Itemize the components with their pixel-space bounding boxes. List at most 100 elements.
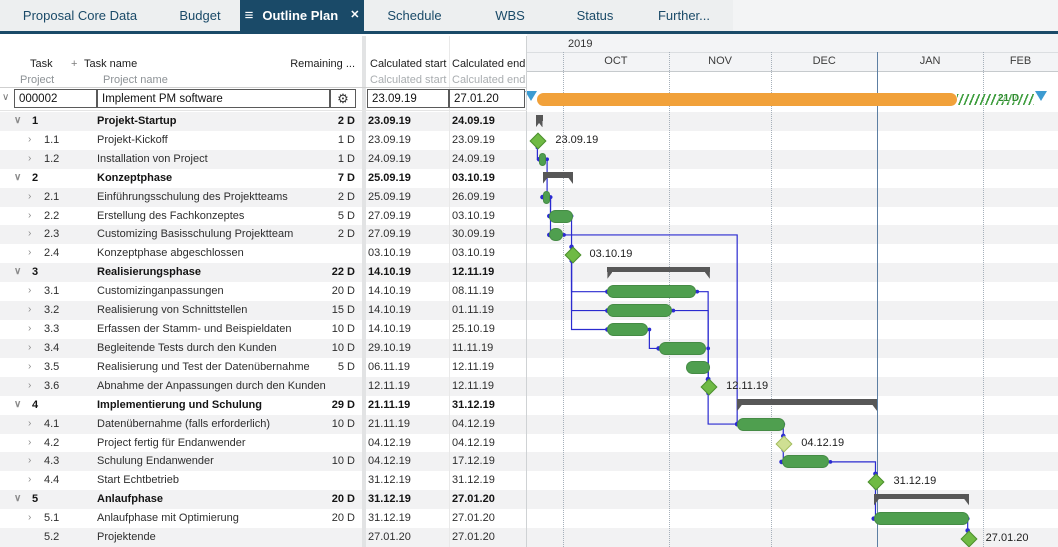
chevron-right-icon[interactable]: › [28, 341, 32, 353]
project-calc-end-input[interactable] [449, 89, 525, 108]
chevron-down-icon[interactable]: ∨ [14, 493, 22, 505]
gantt-summary-bracket[interactable] [873, 493, 970, 506]
chevron-right-icon[interactable]: › [28, 228, 32, 240]
col-header-calc-start[interactable]: Calculated start [370, 58, 447, 70]
gantt-task-bar[interactable] [737, 417, 785, 431]
project-name-input[interactable] [97, 89, 330, 108]
gantt-milestone-diamond[interactable] [700, 378, 718, 396]
task-row[interactable]: › 3.6 Abnahme der Anpassungen durch den Ku… [0, 377, 527, 396]
task-row[interactable]: › 2.1 Einführungsschulung des Projektteams… [0, 188, 527, 207]
gantt-task-bar[interactable] [607, 285, 697, 299]
col-header-task[interactable]: Task [30, 58, 53, 70]
gantt-task-bar[interactable] [781, 455, 830, 469]
task-row[interactable]: › 3.4 Begleitende Tests durch den Kunden 10… [0, 339, 527, 358]
chevron-down-icon[interactable]: ∨ [14, 115, 22, 126]
tab-outline-plan[interactable]: ≡ Outline Plan ✕ [240, 0, 364, 31]
col-header-remaining[interactable]: Remaining ... [290, 58, 355, 70]
task-remaining-duration: 10 D [331, 455, 355, 468]
task-row[interactable]: › 2.4 Konzeptphase abgeschlossen 03.10.19 03… [0, 244, 527, 263]
project-settings-button[interactable]: ⚙ [330, 89, 356, 108]
buffer-duration-label: 21 D [997, 93, 1020, 104]
tab-label: Status [576, 8, 614, 23]
gantt-task-bar[interactable] [542, 190, 550, 204]
chevron-right-icon[interactable]: › [28, 247, 32, 259]
menu-icon[interactable]: ≡ [244, 7, 254, 24]
task-row[interactable]: ∨ 2 Konzeptphase 7 D 25.09.19 03.10.19 [0, 169, 527, 188]
chevron-right-icon[interactable]: › [28, 152, 32, 164]
column-divider[interactable] [362, 36, 366, 547]
gantt-milestone-diamond[interactable] [775, 435, 793, 453]
chevron-right-icon[interactable]: › [28, 455, 32, 467]
chevron-right-icon[interactable]: › [28, 512, 32, 524]
close-icon[interactable]: ✕ [350, 9, 360, 21]
gantt-summary-bracket[interactable] [535, 115, 543, 128]
col-header-calc-end[interactable]: Calculated end [452, 58, 526, 70]
gantt-task-bar[interactable] [549, 209, 574, 223]
project-calc-start-input[interactable] [367, 89, 449, 108]
task-row[interactable]: 5.2 Projektende 27.01.20 27.01.20 [0, 528, 527, 547]
task-row[interactable]: ∨ 5 Anlaufphase 20 D 31.12.19 27.01.20 [0, 490, 527, 509]
task-row[interactable]: › 3.5 Realisierung und Test der Datenübern… [0, 358, 527, 377]
task-row[interactable]: › 5.1 Anlaufphase mit Optimierung 20 D 31.12… [0, 509, 527, 528]
project-expander-icon[interactable]: ∨ [2, 92, 10, 103]
chevron-down-icon[interactable]: ∨ [14, 171, 22, 183]
table-gantt-divider[interactable] [526, 36, 527, 547]
chevron-right-icon[interactable]: › [28, 304, 32, 316]
chevron-right-icon[interactable]: › [28, 436, 32, 448]
task-row[interactable]: › 4.1 Datenübernahme (falls erforderlich) 1… [0, 415, 527, 434]
project-summary-bar[interactable] [536, 92, 957, 106]
chevron-right-icon[interactable]: › [28, 360, 32, 372]
chevron-down-icon[interactable]: ∨ [14, 398, 22, 410]
gantt-milestone-diamond[interactable] [564, 246, 582, 264]
tab-proposal-core-data[interactable]: Proposal Core Data [0, 0, 160, 31]
task-calc-end: 27.01.20 [452, 531, 495, 544]
task-row[interactable]: › 2.2 Erstellung des Fachkonzeptes 5 D 27.09… [0, 207, 527, 226]
task-row[interactable]: ∨ 4 Implementierung und Schulung 29 D 21.11.… [0, 396, 527, 415]
project-id-input[interactable] [14, 89, 97, 108]
task-row[interactable]: › 3.3 Erfassen der Stamm- und Beispieldate… [0, 320, 527, 339]
add-column-button[interactable]: + [71, 58, 78, 70]
gantt-summary-bracket[interactable] [737, 399, 878, 412]
chevron-down-icon[interactable]: ∨ [14, 266, 22, 278]
task-row[interactable]: › 4.3 Schulung Endanwender 10 D 04.12.19 17.1… [0, 452, 527, 471]
chevron-right-icon[interactable]: › [28, 133, 32, 145]
chevron-right-icon[interactable]: › [28, 474, 32, 486]
gantt-milestone-diamond[interactable] [960, 530, 978, 547]
gantt-task-bar[interactable] [658, 341, 707, 355]
task-row[interactable]: › 1.2 Installation von Project 1 D 24.09.19 2… [0, 150, 527, 169]
task-row[interactable]: › 2.3 Customizing Basisschulung Projekttea… [0, 225, 527, 244]
task-row[interactable]: › 3.2 Realisierung von Schnittstellen 15 D 1… [0, 301, 527, 320]
gantt-task-bar[interactable] [873, 512, 970, 526]
gantt-summary-bracket[interactable] [542, 172, 574, 185]
task-remaining-duration: 22 D [331, 266, 355, 279]
gantt-milestone-diamond[interactable] [529, 132, 547, 150]
chevron-right-icon[interactable]: › [28, 323, 32, 335]
tab-schedule[interactable]: Schedule [364, 0, 465, 31]
task-row[interactable]: › 4.4 Start Echtbetrieb 31.12.19 31.12.19 [0, 471, 527, 490]
gantt-task-bar[interactable] [685, 360, 710, 374]
tab-further[interactable]: Further... [635, 0, 733, 31]
tab-budget[interactable]: Budget [160, 0, 240, 31]
task-row[interactable]: › 4.2 Project fertig für Endanwender 04.12.… [0, 434, 527, 453]
task-id: 2.3 [44, 228, 60, 241]
gantt-task-bar[interactable] [549, 228, 563, 242]
chevron-right-icon[interactable]: › [28, 190, 32, 202]
tab-status[interactable]: Status [555, 0, 635, 31]
project-start-marker[interactable] [524, 91, 537, 101]
task-row[interactable]: › 1.1 Projekt-Kickoff 1 D 23.09.19 23.09.19 [0, 131, 527, 150]
chevron-right-icon[interactable]: › [28, 209, 32, 221]
chevron-right-icon[interactable]: › [28, 285, 32, 297]
col-header-task-name[interactable]: Task name [84, 58, 138, 70]
gantt-task-bar[interactable] [607, 304, 673, 318]
gantt-summary-bracket[interactable] [607, 266, 710, 279]
chevron-right-icon[interactable]: › [28, 379, 32, 391]
task-row[interactable]: ∨ 1 Projekt-Startup 2 D 23.09.19 24.09.19 [0, 112, 527, 131]
project-end-marker[interactable] [1034, 91, 1047, 101]
gantt-task-bar[interactable] [607, 322, 649, 336]
task-row[interactable]: › 3.1 Customizinganpassungen 20 D 14.10.19 08… [0, 282, 527, 301]
gantt-milestone-diamond[interactable] [867, 473, 885, 491]
tab-wbs[interactable]: WBS [465, 0, 555, 31]
task-row[interactable]: ∨ 3 Realisierungsphase 22 D 14.10.19 12.11.19 [0, 263, 527, 282]
gantt-task-bar[interactable] [539, 152, 547, 166]
chevron-right-icon[interactable]: › [28, 417, 32, 429]
